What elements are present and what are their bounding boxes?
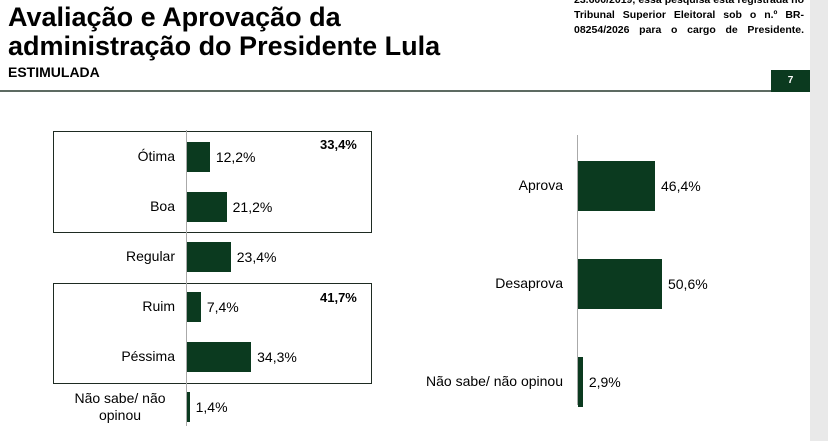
value-label: 21,2% xyxy=(232,199,273,215)
positive-group-box xyxy=(53,131,372,233)
value-label: 50,6% xyxy=(667,276,708,292)
positive-total: 33,4% xyxy=(320,137,357,152)
bar xyxy=(578,259,662,309)
category-label: Ruim xyxy=(142,298,175,314)
page-subtitle: ESTIMULADA xyxy=(8,64,100,80)
category-label: Desaprova xyxy=(495,275,563,291)
category-label: Não sabe/ não opinou xyxy=(74,390,166,423)
value-label: 46,4% xyxy=(661,178,701,194)
value-label: 34,3% xyxy=(257,349,297,365)
value-label: 12,2% xyxy=(215,149,256,165)
bar xyxy=(578,161,656,211)
bar xyxy=(187,392,190,422)
value-label: 1,4% xyxy=(195,399,228,415)
bar xyxy=(187,142,210,172)
left-axis xyxy=(186,130,187,426)
value-label: 23,4% xyxy=(236,249,277,265)
value-label: 7,4% xyxy=(206,299,239,315)
bar xyxy=(187,342,252,372)
page-number: 7 xyxy=(771,70,810,92)
side-strip xyxy=(810,0,828,441)
header-divider xyxy=(0,90,810,92)
category-label: Regular xyxy=(125,248,175,264)
page-title: Avaliação e Aprovação da administração d… xyxy=(8,2,441,61)
category-label: Ótima xyxy=(137,148,175,164)
category-label: Péssima xyxy=(121,348,175,364)
registration-note: 23.600/2019, essa pesquisa está registra… xyxy=(574,0,804,36)
right-axis xyxy=(577,135,578,405)
bar xyxy=(187,192,227,222)
category-label: Aprova xyxy=(518,177,563,193)
negative-total: 41,7% xyxy=(320,290,357,305)
value-label: 2,9% xyxy=(588,374,621,390)
negative-group-box xyxy=(53,283,372,384)
category-label: Não sabe/ não opinou xyxy=(426,373,563,389)
bar xyxy=(187,292,201,322)
category-label: Boa xyxy=(150,198,175,214)
bar xyxy=(187,242,231,272)
bar xyxy=(578,357,583,407)
